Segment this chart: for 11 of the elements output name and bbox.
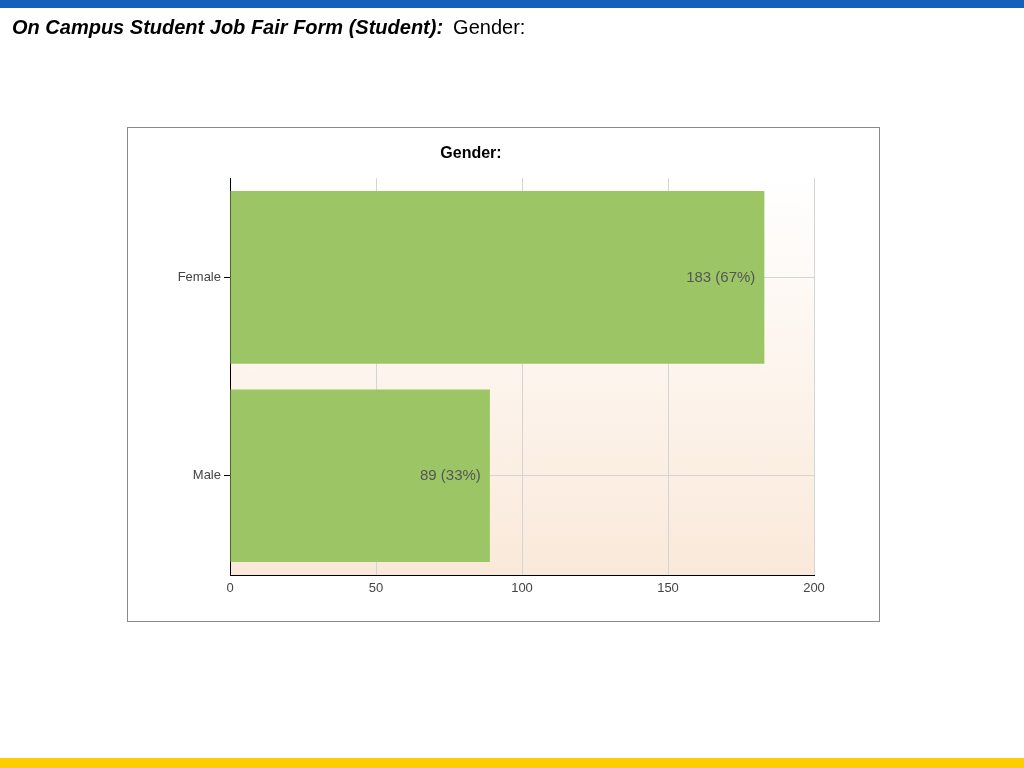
data-label: 89 (33%)	[420, 465, 481, 483]
x-tick-label: 50	[368, 580, 384, 596]
x-tick-label: 100	[511, 580, 533, 596]
data-label: 183 (67%)	[686, 267, 756, 285]
y-tick-label: Male	[192, 467, 221, 483]
chart-title: On Campus Student Job Fair Form (Student): Gender:	[12, 16, 526, 38]
x-tick-label: 150	[657, 580, 679, 596]
x-tick-label: 200	[803, 580, 825, 596]
chart-subtitle: Gender:	[440, 144, 502, 162]
x-tick-label: 0	[226, 580, 234, 596]
y-tick-label: Female	[177, 268, 221, 284]
